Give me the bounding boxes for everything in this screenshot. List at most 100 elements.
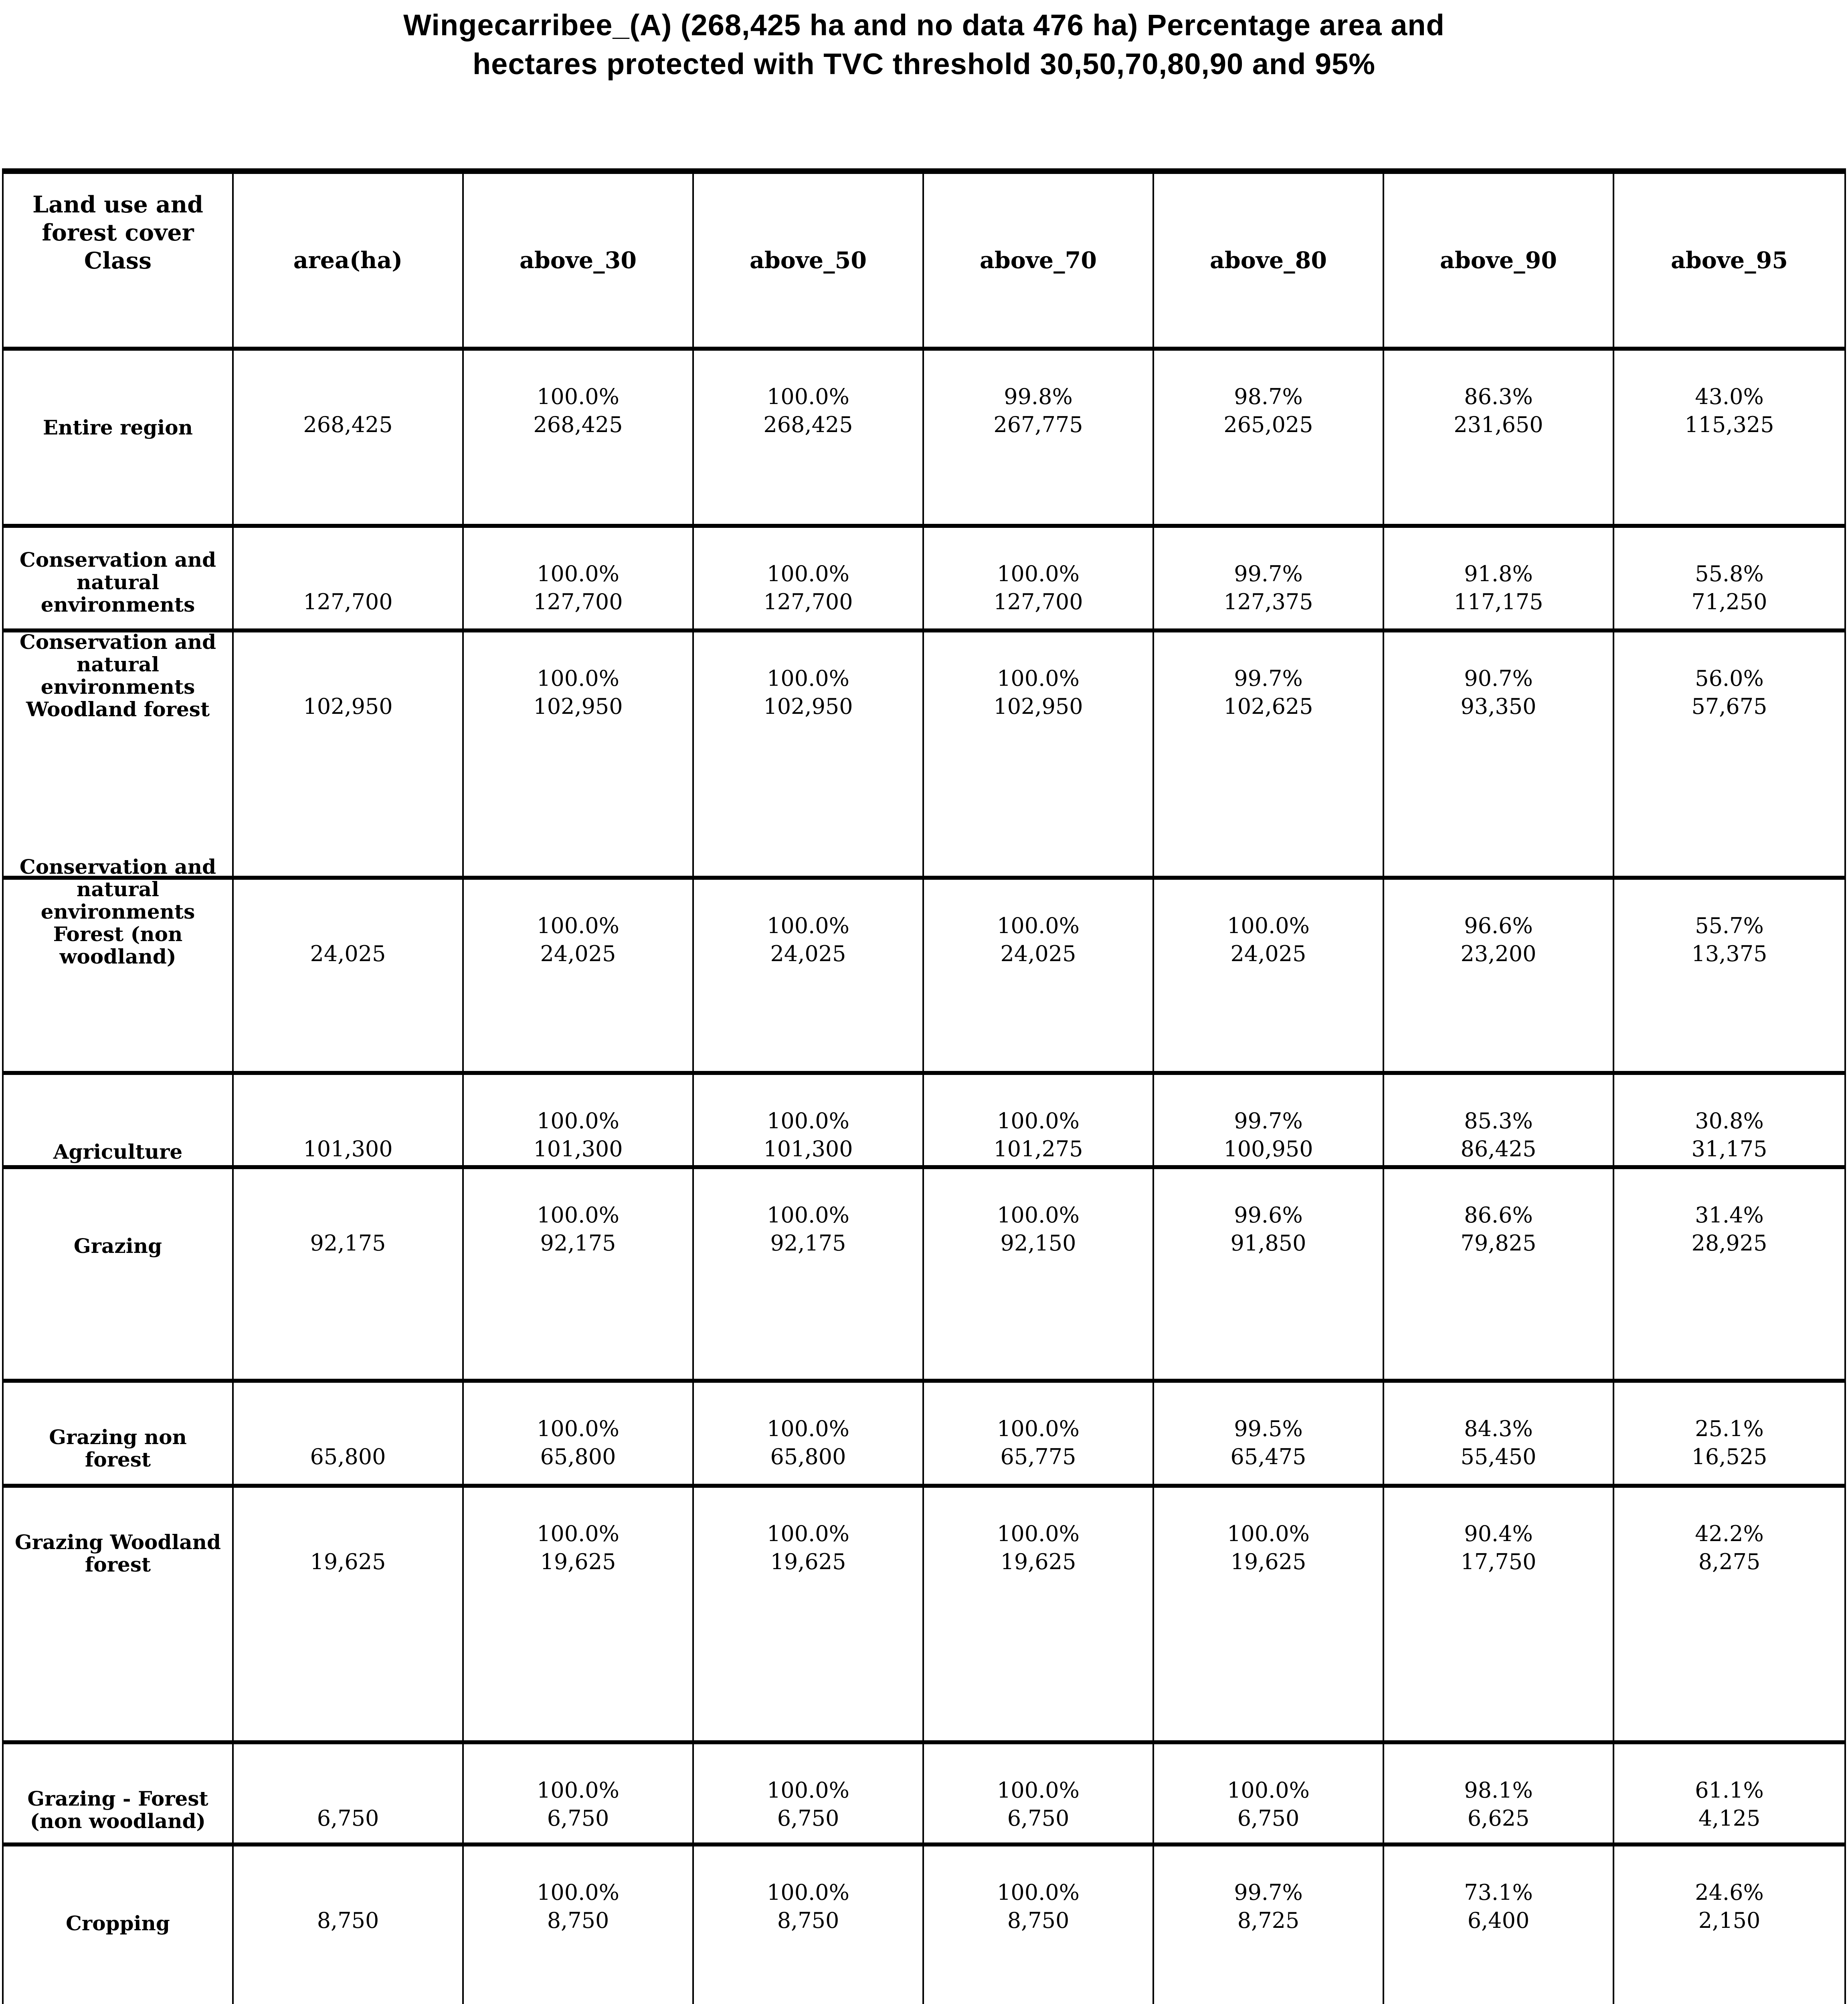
cell-above_50: 100.0% 268,425: [694, 351, 924, 524]
pct-ha-pair: 86.3% 231,650: [1384, 351, 1613, 439]
percent-value: 100.0%: [1227, 1778, 1310, 1803]
table-row: Conservation and natural environments Wo…: [4, 631, 1844, 880]
hectares-value: 92,175: [540, 1230, 616, 1256]
cell-above_95: 55.7% 13,375: [1614, 880, 1844, 1071]
area-cell: 6,750: [234, 1744, 464, 1842]
area-cell: 127,700: [234, 528, 464, 628]
header-cell-1: area(ha): [234, 174, 464, 347]
percent-value: 91.8%: [1464, 561, 1533, 586]
hectares-value: 127,700: [993, 589, 1083, 614]
hectares-value: 127,700: [533, 589, 623, 614]
percent-value: 99.7%: [1234, 1880, 1303, 1905]
pct-ha-pair: 100.0% 65,800: [464, 1383, 692, 1471]
area-value: 92,175: [310, 1230, 386, 1256]
hectares-value: 8,275: [1698, 1549, 1761, 1574]
percent-value: 100.0%: [767, 913, 849, 938]
percent-value: 100.0%: [537, 1202, 619, 1228]
cell-above_95: 24.6% 2,150: [1614, 1846, 1844, 2004]
percent-value: 61.1%: [1695, 1778, 1764, 1803]
percent-value: 100.0%: [537, 1521, 619, 1546]
pct-ha-pair: 99.7% 100,950: [1154, 1075, 1383, 1163]
percent-value: 100.0%: [997, 561, 1080, 586]
pct-ha-pair: 55.8% 71,250: [1614, 528, 1844, 616]
pct-ha-pair: 61.1% 4,125: [1614, 1744, 1844, 1832]
pct-ha-pair: 98.7% 265,025: [1154, 351, 1383, 439]
table-row: Grazing Woodland forest 19,625 100.0% 19,62…: [4, 1488, 1844, 1744]
pct-ha-pair: 100.0% 6,750: [464, 1744, 692, 1832]
pct-ha-pair: 100.0% 24,025: [1154, 880, 1383, 968]
percent-value: 100.0%: [537, 1416, 619, 1441]
area-cell: 102,950: [234, 632, 464, 876]
pct-ha-pair: 99.6% 91,850: [1154, 1169, 1383, 1257]
hectares-value: 231,650: [1454, 412, 1543, 437]
cell-above_70: 100.0% 101,275: [924, 1075, 1154, 1165]
pct-ha-pair: 100.0% 6,750: [924, 1744, 1152, 1832]
percent-value: 100.0%: [537, 384, 619, 409]
percent-value: 56.0%: [1695, 666, 1764, 691]
pct-ha-pair: 100.0% 8,750: [694, 1846, 922, 1935]
cell-above_90: 96.6% 23,200: [1384, 880, 1614, 1071]
cell-above_80: 99.7% 8,725: [1154, 1846, 1384, 2004]
cell-above_30: 100.0% 268,425: [464, 351, 694, 524]
percent-value: 24.6%: [1695, 1880, 1764, 1905]
percent-value: 100.0%: [767, 1202, 849, 1228]
area-value: 101,300: [303, 1136, 393, 1162]
table-row: Cropping 8,750 100.0% 8,750 100.0% 8,750 100.0…: [4, 1846, 1844, 2004]
area-value: 8,750: [317, 1908, 379, 1933]
hectares-value: 65,475: [1230, 1444, 1306, 1469]
cell-above_95: 42.2% 8,275: [1614, 1488, 1844, 1740]
percent-value: 55.8%: [1695, 561, 1764, 586]
table-header-row: Land use and forest cover Class area(ha) a…: [4, 174, 1844, 351]
hectares-value: 65,800: [770, 1444, 846, 1469]
hectares-value: 24,025: [540, 941, 616, 966]
cell-above_90: 90.4% 17,750: [1384, 1488, 1614, 1740]
percent-value: 86.3%: [1464, 384, 1533, 409]
pct-ha-pair: 90.7% 93,350: [1384, 632, 1613, 721]
pct-ha-pair: 99.8% 267,775: [924, 351, 1152, 439]
percent-value: 99.7%: [1234, 1108, 1303, 1133]
percent-value: 99.5%: [1234, 1416, 1303, 1441]
class-cell: Conservation and natural environments: [4, 528, 234, 628]
pct-ha-pair: 99.7% 127,375: [1154, 528, 1383, 616]
cell-above_70: 100.0% 19,625: [924, 1488, 1154, 1740]
header-cell-0: Land use and forest cover Class: [4, 174, 234, 347]
percent-value: 100.0%: [537, 666, 619, 691]
pct-ha-pair: 100.0% 24,025: [464, 880, 692, 968]
class-cell: Agriculture: [4, 1075, 234, 1165]
percent-value: 100.0%: [767, 384, 849, 409]
hectares-value: 8,750: [1007, 1908, 1070, 1933]
cell-above_80: 99.5% 65,475: [1154, 1383, 1384, 1484]
cell-above_80: 100.0% 24,025: [1154, 880, 1384, 1071]
hectares-value: 6,400: [1467, 1908, 1530, 1933]
area-cell: 19,625: [234, 1488, 464, 1740]
hectares-value: 267,775: [993, 412, 1083, 437]
cell-above_95: 61.1% 4,125: [1614, 1744, 1844, 1842]
percent-value: 90.4%: [1464, 1521, 1533, 1546]
hectares-value: 24,025: [1000, 941, 1076, 966]
cell-above_30: 100.0% 19,625: [464, 1488, 694, 1740]
percent-value: 100.0%: [997, 1778, 1080, 1803]
header-cell-4: above_70: [924, 174, 1154, 347]
hectares-value: 6,750: [547, 1806, 609, 1831]
cell-above_30: 100.0% 24,025: [464, 880, 694, 1071]
hectares-value: 117,175: [1454, 589, 1543, 614]
hectares-value: 24,025: [770, 941, 846, 966]
percent-value: 98.7%: [1234, 384, 1303, 409]
cell-above_50: 100.0% 127,700: [694, 528, 924, 628]
page-title: Wingecarribee_(A) (268,425 ha and no dat…: [0, 6, 1848, 83]
cell-above_90: 91.8% 117,175: [1384, 528, 1614, 628]
pct-ha-pair: 31.4% 28,925: [1614, 1169, 1844, 1257]
cell-above_95: 43.0% 115,325: [1614, 351, 1844, 524]
percent-value: 100.0%: [997, 666, 1080, 691]
pct-ha-pair: 100.0% 65,775: [924, 1383, 1152, 1471]
percent-value: 30.8%: [1695, 1108, 1764, 1133]
area-value: 65,800: [310, 1444, 386, 1469]
area-value: 24,025: [310, 941, 386, 966]
cell-above_50: 100.0% 19,625: [694, 1488, 924, 1740]
hectares-value: 127,375: [1223, 589, 1313, 614]
hectares-value: 265,025: [1223, 412, 1313, 437]
class-cell: Entire region: [4, 351, 234, 524]
pct-ha-pair: 90.4% 17,750: [1384, 1488, 1613, 1576]
hectares-value: 268,425: [763, 412, 853, 437]
area-cell: 92,175: [234, 1169, 464, 1379]
